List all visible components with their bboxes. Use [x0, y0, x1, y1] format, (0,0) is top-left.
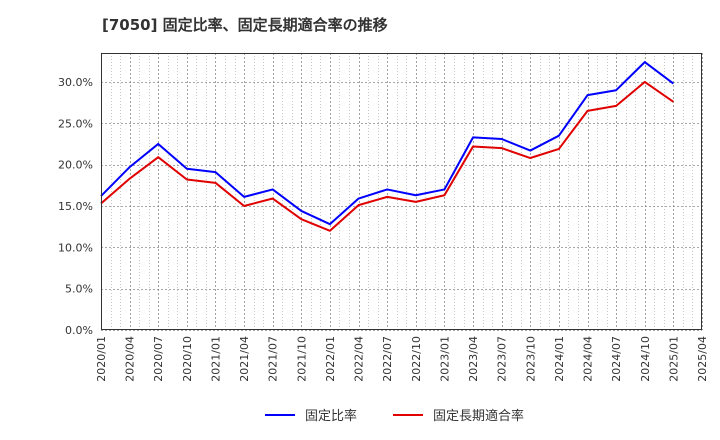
legend-label-1: 固定比率 [305, 408, 357, 424]
plot-frame [101, 53, 702, 330]
y-tick-label: 0.0% [65, 324, 93, 337]
chart-title: [7050] 固定比率、固定長期適合率の推移 [102, 16, 388, 34]
x-tick-label: 2023/07 [496, 336, 509, 382]
x-tick-label: 2023/04 [467, 336, 480, 382]
x-tick-label: 2022/04 [353, 336, 366, 382]
x-tick-label: 2023/01 [438, 336, 451, 382]
x-tick-label: 2025/04 [696, 336, 709, 382]
x-tick-label: 2020/07 [152, 336, 165, 382]
x-tick-label: 2021/01 [209, 336, 222, 382]
x-tick-label: 2024/01 [553, 336, 566, 382]
x-tick-label: 2020/10 [181, 336, 194, 382]
legend: 固定比率 固定長期適合率 [265, 408, 524, 424]
x-tick-label: 2020/04 [124, 336, 137, 382]
x-tick-label: 2022/07 [381, 336, 394, 382]
x-tick-label: 2023/10 [524, 336, 537, 382]
series-layer [100, 61, 674, 232]
x-tick-label: 2020/01 [95, 336, 108, 382]
x-tick-label: 2021/07 [267, 336, 280, 382]
x-tick-label: 2024/07 [610, 336, 623, 382]
legend-label-2: 固定長期適合率 [433, 408, 524, 424]
y-tick-label: 30.0% [58, 76, 93, 89]
y-tick-label: 15.0% [58, 200, 93, 213]
y-tick-label: 5.0% [65, 283, 93, 296]
x-tick-label: 2022/10 [410, 336, 423, 382]
x-tick-label: 2025/01 [667, 336, 680, 382]
x-tick-label: 2021/04 [238, 336, 251, 382]
y-axis: 0.0% 5.0% 10.0% 15.0% 20.0% 25.0% 30.0% [58, 76, 93, 337]
x-tick-label: 2024/10 [639, 336, 652, 382]
x-axis: 2020/01 2020/04 2020/07 2020/10 2021/01 2021/… [95, 336, 709, 382]
y-tick-label: 20.0% [58, 159, 93, 172]
x-tick-label: 2022/01 [324, 336, 337, 382]
x-tick-label: 2021/10 [295, 336, 308, 382]
y-tick-label: 25.0% [58, 117, 93, 130]
y-tick-label: 10.0% [58, 241, 93, 254]
x-tick-label: 2024/04 [582, 336, 595, 382]
